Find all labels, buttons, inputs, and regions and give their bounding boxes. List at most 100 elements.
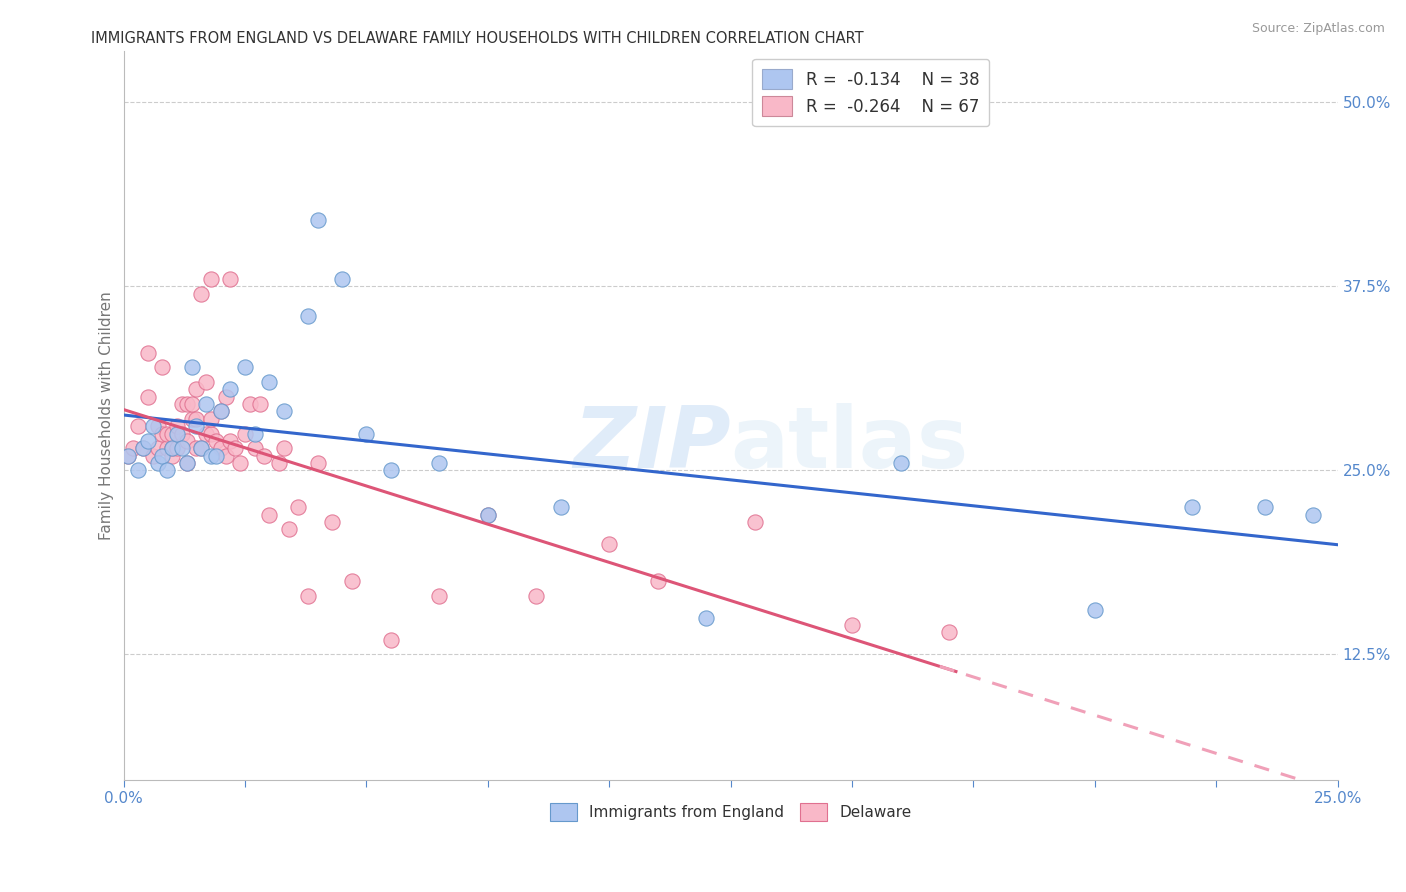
- Point: [170, 426, 193, 441]
- Point: [186, 412, 208, 426]
- Point: [160, 442, 183, 456]
- Point: [890, 456, 912, 470]
- Point: [695, 610, 717, 624]
- Point: [233, 426, 256, 441]
- Point: [186, 442, 208, 456]
- Point: [180, 360, 202, 375]
- Point: [307, 456, 329, 470]
- Point: [186, 383, 208, 397]
- Point: [160, 426, 183, 441]
- Point: [176, 434, 198, 448]
- Text: IMMIGRANTS FROM ENGLAND VS DELAWARE FAMILY HOUSEHOLDS WITH CHILDREN CORRELATION : IMMIGRANTS FROM ENGLAND VS DELAWARE FAMI…: [91, 31, 865, 46]
- Point: [142, 449, 165, 463]
- Point: [209, 404, 232, 418]
- Legend: Immigrants from England, Delaware: Immigrants from England, Delaware: [544, 797, 918, 827]
- Point: [239, 397, 262, 411]
- Point: [356, 426, 378, 441]
- Text: atlas: atlas: [731, 403, 969, 486]
- Point: [190, 286, 212, 301]
- Point: [200, 412, 222, 426]
- Point: [146, 419, 169, 434]
- Point: [321, 515, 343, 529]
- Point: [524, 589, 547, 603]
- Point: [136, 390, 159, 404]
- Point: [273, 442, 295, 456]
- Point: [427, 589, 450, 603]
- Point: [744, 515, 766, 529]
- Point: [204, 449, 226, 463]
- Point: [1084, 603, 1107, 617]
- Point: [176, 456, 198, 470]
- Point: [477, 508, 499, 522]
- Point: [180, 397, 202, 411]
- Point: [219, 272, 242, 286]
- Point: [243, 442, 266, 456]
- Point: [257, 375, 280, 389]
- Point: [122, 442, 145, 456]
- Point: [195, 375, 218, 389]
- Point: [160, 442, 183, 456]
- Point: [340, 574, 363, 588]
- Point: [127, 419, 149, 434]
- Point: [1181, 500, 1204, 515]
- Point: [267, 456, 290, 470]
- Point: [142, 419, 165, 434]
- Point: [841, 618, 863, 632]
- Point: [200, 426, 222, 441]
- Point: [180, 412, 202, 426]
- Point: [209, 404, 232, 418]
- Point: [117, 449, 139, 463]
- Point: [166, 426, 188, 441]
- Point: [204, 434, 226, 448]
- Point: [330, 272, 353, 286]
- Point: [127, 463, 149, 477]
- Point: [170, 397, 193, 411]
- Point: [176, 456, 198, 470]
- Point: [146, 456, 169, 470]
- Point: [224, 442, 246, 456]
- Point: [200, 449, 222, 463]
- Point: [117, 449, 139, 463]
- Point: [938, 625, 960, 640]
- Point: [380, 463, 402, 477]
- Point: [214, 390, 236, 404]
- Y-axis label: Family Households with Children: Family Households with Children: [100, 291, 114, 540]
- Point: [249, 397, 271, 411]
- Text: Source: ZipAtlas.com: Source: ZipAtlas.com: [1251, 22, 1385, 36]
- Point: [150, 449, 173, 463]
- Point: [550, 500, 572, 515]
- Point: [136, 345, 159, 359]
- Point: [166, 442, 188, 456]
- Point: [229, 456, 252, 470]
- Point: [156, 442, 179, 456]
- Point: [150, 426, 173, 441]
- Point: [297, 309, 319, 323]
- Point: [150, 360, 173, 375]
- Point: [209, 442, 232, 456]
- Point: [195, 426, 218, 441]
- Point: [156, 463, 179, 477]
- Point: [598, 537, 620, 551]
- Point: [195, 397, 218, 411]
- Point: [219, 383, 242, 397]
- Point: [146, 442, 169, 456]
- Point: [166, 419, 188, 434]
- Point: [253, 449, 276, 463]
- Point: [156, 426, 179, 441]
- Point: [136, 434, 159, 448]
- Point: [273, 404, 295, 418]
- Point: [257, 508, 280, 522]
- Text: ZIP: ZIP: [574, 403, 731, 486]
- Point: [219, 434, 242, 448]
- Point: [186, 419, 208, 434]
- Point: [287, 500, 309, 515]
- Point: [190, 442, 212, 456]
- Point: [190, 442, 212, 456]
- Point: [200, 272, 222, 286]
- Point: [277, 522, 299, 536]
- Point: [307, 213, 329, 227]
- Point: [233, 360, 256, 375]
- Point: [477, 508, 499, 522]
- Point: [160, 449, 183, 463]
- Point: [427, 456, 450, 470]
